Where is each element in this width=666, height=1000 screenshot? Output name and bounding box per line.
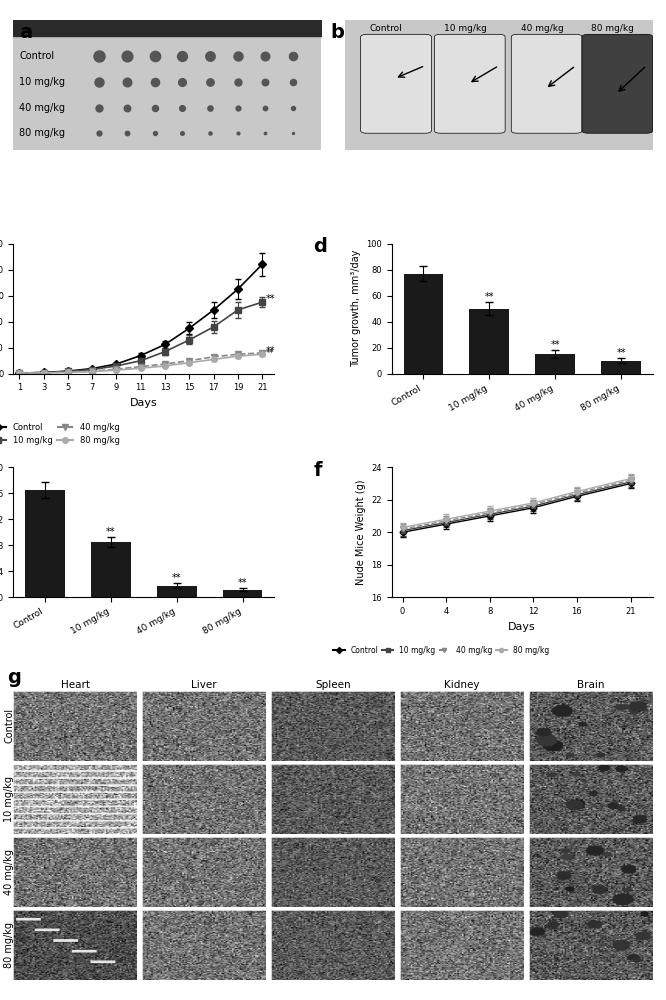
- Text: 40 mg/kg: 40 mg/kg: [521, 24, 563, 33]
- Bar: [470, 309, 509, 374]
- Bar: [25, 490, 65, 597]
- Text: **: **: [616, 348, 626, 358]
- X-axis label: Days: Days: [130, 398, 158, 408]
- Text: d: d: [314, 237, 327, 256]
- Y-axis label: Nude Mice Weight (g): Nude Mice Weight (g): [356, 480, 366, 585]
- Y-axis label: 80 mg/kg: 80 mg/kg: [4, 922, 14, 968]
- Title: Brain: Brain: [577, 680, 605, 690]
- Y-axis label: 10 mg/kg: 10 mg/kg: [4, 776, 14, 822]
- Text: 10 mg/kg: 10 mg/kg: [444, 24, 487, 33]
- Text: 10 mg/kg: 10 mg/kg: [19, 77, 65, 87]
- Title: Spleen: Spleen: [315, 680, 351, 690]
- Text: **: **: [550, 340, 560, 350]
- Text: **: **: [484, 292, 494, 302]
- Bar: [535, 354, 575, 374]
- Text: **: **: [172, 573, 182, 583]
- Legend: Control, 10 mg/kg, 40 mg/kg, 80 mg/kg: Control, 10 mg/kg, 40 mg/kg, 80 mg/kg: [330, 643, 553, 658]
- Bar: [91, 542, 131, 597]
- Text: g: g: [7, 668, 21, 687]
- FancyBboxPatch shape: [434, 34, 505, 133]
- Text: 80 mg/kg: 80 mg/kg: [19, 128, 65, 138]
- Title: Liver: Liver: [191, 680, 217, 690]
- Text: 40 mg/kg: 40 mg/kg: [19, 103, 65, 113]
- FancyBboxPatch shape: [361, 34, 432, 133]
- Text: Control: Control: [19, 51, 55, 61]
- Title: Heart: Heart: [61, 680, 90, 690]
- Text: **: **: [266, 346, 275, 356]
- Bar: [404, 274, 443, 374]
- Y-axis label: Control: Control: [4, 708, 14, 743]
- FancyBboxPatch shape: [582, 34, 653, 133]
- Title: Kidney: Kidney: [444, 680, 480, 690]
- Y-axis label: 40 mg/kg: 40 mg/kg: [4, 849, 14, 895]
- FancyBboxPatch shape: [511, 34, 582, 133]
- Legend: Control, 10 mg/kg, 40 mg/kg, 80 mg/kg: Control, 10 mg/kg, 40 mg/kg, 80 mg/kg: [0, 420, 123, 448]
- Text: b: b: [330, 23, 344, 42]
- Text: **: **: [266, 294, 275, 304]
- X-axis label: Days: Days: [508, 622, 536, 632]
- Y-axis label: Tumor growth, mm³/day: Tumor growth, mm³/day: [351, 250, 361, 367]
- Bar: [157, 586, 196, 597]
- Text: **: **: [106, 527, 116, 537]
- Text: f: f: [314, 461, 322, 480]
- Text: Control: Control: [370, 24, 403, 33]
- Text: **: **: [266, 349, 274, 358]
- Bar: [223, 590, 262, 597]
- Text: a: a: [19, 23, 33, 42]
- Text: **: **: [238, 578, 247, 588]
- Bar: [601, 361, 641, 374]
- Text: 80 mg/kg: 80 mg/kg: [591, 24, 634, 33]
